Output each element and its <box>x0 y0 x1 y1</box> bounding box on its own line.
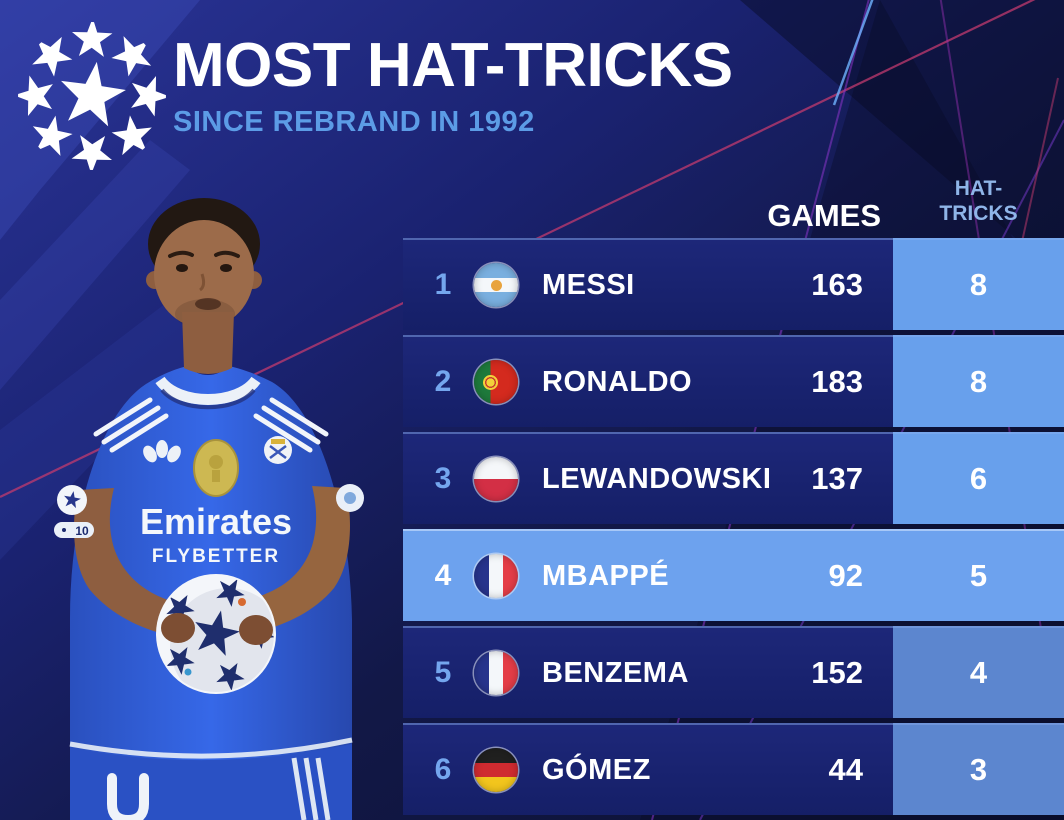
games-column-header: GAMES <box>767 198 881 233</box>
titleholder-patch <box>54 522 94 538</box>
hattricks-value: 8 <box>969 364 988 399</box>
games-value: 44 <box>828 752 863 787</box>
title-block: MOST HAT-TRICKS SINCE REBRAND IN 1992 <box>173 34 733 139</box>
player-name: MESSI <box>542 268 635 301</box>
player-name: MBAPPÉ <box>542 559 670 592</box>
hattricks-cell: 6 <box>893 432 1064 524</box>
shorts-stripes <box>291 757 331 820</box>
hattricks-cell: 8 <box>893 335 1064 427</box>
table-row: 3 LEWANDOWSKI 137 6 <box>403 432 1064 524</box>
jersey-sponsor-text: Emirates <box>140 501 292 542</box>
sleeve-patch-text: 10 <box>75 524 89 538</box>
hattricks-value: 5 <box>969 558 988 593</box>
table-row: 1 MESSI 163 8 <box>403 238 1064 330</box>
france-flag-icon <box>474 554 518 598</box>
rank-number: 3 <box>434 462 452 495</box>
player-name: BENZEMA <box>542 656 689 689</box>
jersey-tagline-text: FLYBETTER <box>152 546 280 567</box>
germany-flag-icon <box>474 748 518 792</box>
rank-number: 6 <box>434 753 452 786</box>
rank-number: 5 <box>434 656 452 689</box>
games-value: 163 <box>811 267 863 302</box>
player-cell: 3 LEWANDOWSKI 137 <box>403 432 893 524</box>
table-row: 4 MBAPPÉ 92 5 <box>403 529 1064 621</box>
player-name: LEWANDOWSKI <box>542 462 772 495</box>
shoulder-stripes-right <box>253 397 329 453</box>
table-row: 6 GÓMEZ 44 3 <box>403 723 1064 815</box>
arm-left <box>74 488 174 634</box>
hattricks-cell: 5 <box>893 529 1064 621</box>
hattricks-value: 3 <box>969 752 988 787</box>
ucl-starball-logo <box>18 22 166 170</box>
hattricks-header-line2: TRICKS <box>939 202 1018 225</box>
hattricks-cell: 8 <box>893 238 1064 330</box>
shoulder-stripes-left <box>93 397 169 453</box>
arm-right <box>254 486 350 630</box>
face <box>154 220 254 328</box>
hattricks-cell: 3 <box>893 723 1064 815</box>
jersey-collar <box>155 376 261 405</box>
table-row: 5 BENZEMA 152 4 <box>403 626 1064 718</box>
player-cell: 1 MESSI 163 <box>403 238 893 330</box>
player-cell: 6 GÓMEZ 44 <box>403 723 893 815</box>
player-name: GÓMEZ <box>542 753 651 786</box>
rank-number: 4 <box>434 559 452 592</box>
games-value: 152 <box>811 655 863 690</box>
hattricks-cell: 4 <box>893 626 1064 718</box>
hand-right <box>239 615 273 645</box>
player-name: RONALDO <box>542 365 693 398</box>
hattricks-value: 6 <box>969 461 988 496</box>
portugal-flag-icon <box>474 360 518 404</box>
player-cell: 5 BENZEMA 152 <box>403 626 893 718</box>
games-value: 137 <box>811 461 863 496</box>
hattricks-column-header: HAT- TRICKS <box>893 176 1064 226</box>
argentina-flag-icon <box>474 263 518 307</box>
page-subtitle: SINCE REBRAND IN 1992 <box>173 106 535 139</box>
player-photo: 10 Emirates FLYBETTER <box>54 198 364 820</box>
hattricks-header-line1: HAT- <box>954 177 1003 200</box>
hand-left <box>161 613 195 643</box>
hattricks-value: 8 <box>969 267 988 302</box>
player-cell: 4 MBAPPÉ 92 <box>403 529 893 621</box>
neck <box>182 312 234 374</box>
rank-number: 1 <box>434 268 452 301</box>
rank-number: 2 <box>434 365 452 398</box>
hattricks-value: 4 <box>969 655 988 690</box>
brand-trefoil <box>143 440 181 463</box>
shorts-number-mark <box>107 773 149 820</box>
table-row: 2 RONALDO 183 8 <box>403 335 1064 427</box>
hattricks-table: 1 MESSI 163 8 2 RONALDO 183 8 3 LEWANDOWSKI 137 6 4 M… <box>403 238 1064 820</box>
page-title: MOST HAT-TRICKS <box>173 31 733 100</box>
games-value: 183 <box>811 364 863 399</box>
poland-flag-icon <box>474 457 518 501</box>
games-value: 92 <box>828 558 863 593</box>
france-flag-icon <box>474 651 518 695</box>
player-cell: 2 RONALDO 183 <box>403 335 893 427</box>
